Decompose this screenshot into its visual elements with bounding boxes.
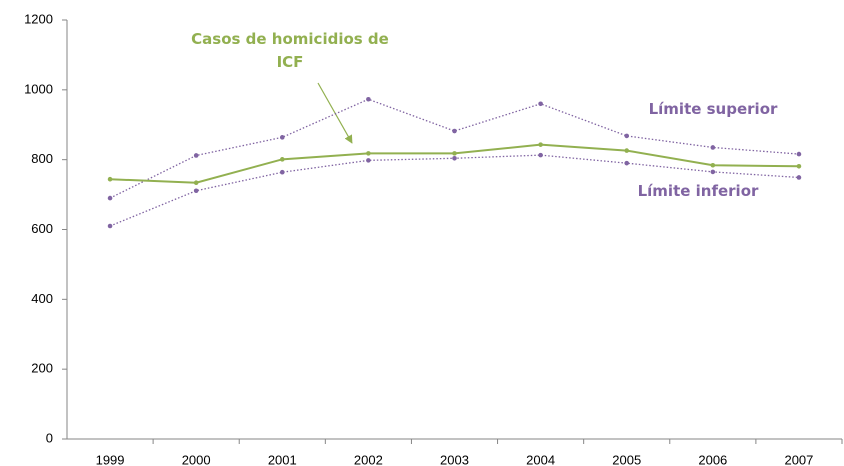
data-point — [452, 155, 457, 161]
y-tick-label: 600 — [31, 221, 53, 236]
x-tick-label: 2004 — [526, 452, 555, 466]
data-point — [366, 96, 371, 102]
data-point — [279, 169, 285, 175]
series-label: Límite inferior — [637, 181, 759, 200]
x-tick-label: 2007 — [784, 452, 813, 466]
data-point — [279, 157, 285, 162]
y-tick-label: 1000 — [24, 81, 53, 96]
data-point — [710, 162, 716, 168]
x-tick-label: 2006 — [698, 452, 727, 466]
data-point — [193, 180, 199, 186]
data-point — [107, 176, 113, 182]
x-tick-label: 1999 — [96, 452, 125, 466]
data-point — [279, 135, 285, 140]
x-tick-label: 2003 — [440, 452, 469, 466]
x-tick-label: 2001 — [268, 452, 297, 466]
series-line — [109, 98, 799, 199]
data-point — [538, 142, 543, 147]
data-point — [796, 175, 802, 180]
data-point — [710, 169, 716, 175]
data-point — [796, 164, 802, 169]
data-point — [796, 151, 802, 157]
y-tick-label: 800 — [31, 151, 53, 166]
y-tick-label: 400 — [31, 291, 53, 306]
data-point — [107, 223, 113, 229]
data-point — [366, 151, 371, 156]
x-tick-label: 2005 — [612, 452, 641, 466]
data-point — [710, 145, 716, 150]
series-line — [110, 143, 799, 184]
data-point — [538, 152, 543, 158]
annotation-arrow — [317, 82, 353, 144]
x-tick-label: 2000 — [182, 452, 211, 466]
data-point — [366, 158, 371, 163]
data-point — [193, 188, 199, 194]
data-point — [624, 160, 630, 166]
y-tick-label: 1200 — [24, 11, 53, 26]
y-tick-label: 200 — [31, 361, 53, 376]
data-point — [107, 195, 113, 201]
data-point — [452, 151, 457, 156]
series-label: Límite superior — [648, 99, 778, 118]
data-point — [624, 133, 630, 139]
y-tick-label: 0 — [46, 430, 53, 445]
data-point — [538, 101, 543, 107]
x-tick-label: 2002 — [354, 452, 383, 466]
data-point — [624, 148, 630, 153]
data-point — [452, 128, 457, 134]
series-label: Casos de homicidios de ICF — [191, 30, 389, 71]
data-point — [193, 153, 199, 158]
